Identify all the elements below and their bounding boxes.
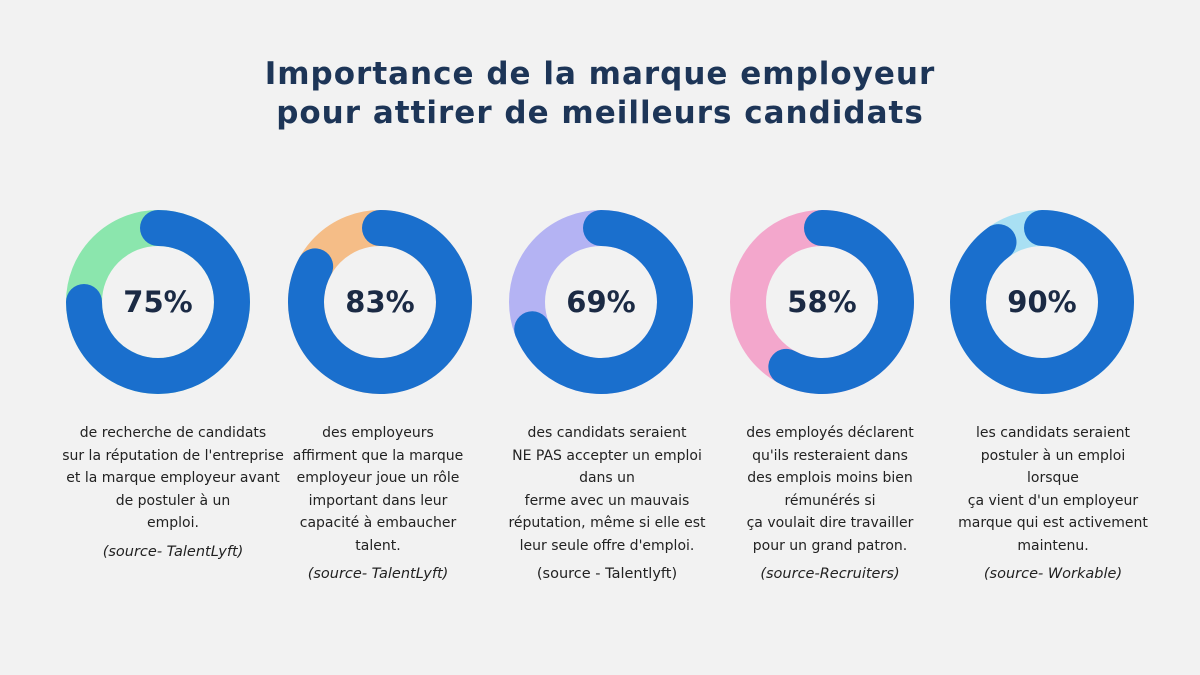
donut-75pct: 75% bbox=[66, 210, 250, 394]
description-line: postuler à un emploi bbox=[980, 447, 1126, 464]
description-line: les candidats seraient bbox=[976, 425, 1130, 441]
source-citation: (source- Workable) bbox=[983, 566, 1123, 582]
description-line: capacité à embaucher bbox=[299, 515, 457, 531]
donut-58pct: 58% bbox=[730, 210, 914, 394]
description-line: des emplois moins bien bbox=[747, 470, 913, 486]
description-line: NE PAS accepter un emploi bbox=[512, 447, 702, 464]
description-line: et la marque employeur avant bbox=[66, 470, 280, 486]
description-line: affirment que la marque bbox=[292, 447, 464, 464]
description-line: ferme avec un mauvais bbox=[524, 492, 690, 509]
description-line: emploi. bbox=[147, 515, 199, 531]
description-line: qu'ils resteraient dans bbox=[752, 447, 908, 464]
title-line-2: pour attirer de meilleurs candidats bbox=[276, 95, 924, 131]
description-line: leur seule offre d'emploi. bbox=[519, 537, 695, 554]
donut-69pct: 69% bbox=[509, 210, 693, 394]
stat-description: les candidats seraient postuler à un empl… bbox=[938, 422, 1168, 586]
description-line: important dans leur bbox=[308, 492, 448, 509]
description-line: maintenu. bbox=[1017, 537, 1089, 554]
description-line: réputation, même si elle est bbox=[508, 515, 706, 531]
description-line: ça vient d'un employeur bbox=[967, 492, 1139, 509]
description-line: employeur joue un rôle bbox=[296, 470, 460, 486]
description-line: lorsque bbox=[1027, 470, 1079, 486]
donut-value-arc bbox=[66, 210, 250, 394]
donut-value-arc bbox=[768, 210, 914, 394]
donut-value-arc bbox=[514, 210, 693, 394]
description-line: des employeurs bbox=[322, 425, 434, 441]
donut-value-arc bbox=[950, 210, 1134, 394]
stat-description: des employés déclarent qu'ils resteraient… bbox=[715, 422, 945, 586]
description-line: ça voulait dire travailler bbox=[746, 515, 914, 531]
description-line: des candidats seraient bbox=[527, 425, 687, 441]
source-citation: (source- TalentLyft) bbox=[102, 543, 244, 560]
stat-description: des candidats seraient NE PAS accepter un… bbox=[492, 422, 722, 586]
title-line-1: Importance de la marque employeur bbox=[264, 56, 936, 92]
donut-90pct: 90% bbox=[950, 210, 1134, 394]
description-line: rémunérés si bbox=[784, 492, 876, 509]
source-citation: (source- TalentLyft) bbox=[307, 566, 449, 582]
description-line: sur la réputation de l'entreprise bbox=[62, 447, 284, 464]
source-citation: (source - Talentlyft) bbox=[536, 566, 678, 582]
page-title: Importance de la marque employeur pour a… bbox=[0, 55, 1200, 133]
stat-description: des employeurs affirment que la marque emp… bbox=[263, 422, 493, 586]
donut-percent-label: 83% bbox=[345, 285, 414, 319]
description-line: de postuler à un bbox=[115, 492, 231, 509]
description-line: dans un bbox=[579, 470, 635, 486]
donut-percent-label: 75% bbox=[123, 285, 192, 319]
description-line: des employés déclarent bbox=[746, 425, 914, 441]
donut-percent-label: 69% bbox=[566, 285, 635, 319]
description-line: pour un grand patron. bbox=[752, 537, 908, 554]
description-line: marque qui est activement bbox=[958, 515, 1148, 531]
source-citation: (source-Recruiters) bbox=[760, 566, 900, 582]
stat-description: de recherche de candidats sur la réputati… bbox=[58, 422, 288, 563]
donut-value-arc bbox=[288, 210, 472, 394]
donut-83pct: 83% bbox=[288, 210, 472, 394]
description-line: de recherche de candidats bbox=[79, 425, 267, 441]
donut-percent-label: 58% bbox=[787, 285, 856, 319]
donut-percent-label: 90% bbox=[1007, 285, 1076, 319]
description-line: talent. bbox=[355, 537, 401, 554]
